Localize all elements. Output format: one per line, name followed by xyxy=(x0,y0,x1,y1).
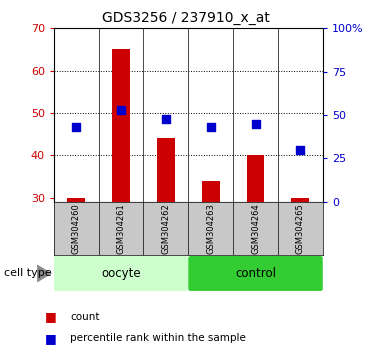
Bar xyxy=(247,155,265,202)
Text: GSM304260: GSM304260 xyxy=(72,203,81,254)
Polygon shape xyxy=(37,264,52,282)
Point xyxy=(118,107,124,113)
Text: control: control xyxy=(235,267,276,280)
Text: GSM304263: GSM304263 xyxy=(206,203,215,254)
Text: GSM304262: GSM304262 xyxy=(161,203,170,254)
Bar xyxy=(291,198,309,202)
Bar xyxy=(157,138,175,202)
Point xyxy=(253,121,259,127)
Point xyxy=(163,116,169,121)
Bar xyxy=(67,198,85,202)
Text: cell type: cell type xyxy=(4,268,51,279)
FancyBboxPatch shape xyxy=(188,256,323,291)
Point xyxy=(73,124,79,130)
Text: GSM304265: GSM304265 xyxy=(296,203,305,254)
Text: ■: ■ xyxy=(45,310,56,323)
Text: count: count xyxy=(70,312,100,322)
Point xyxy=(208,124,214,130)
Text: GSM304264: GSM304264 xyxy=(251,203,260,254)
Bar xyxy=(202,181,220,202)
Bar xyxy=(112,50,130,202)
Text: GSM304261: GSM304261 xyxy=(116,203,125,254)
Point xyxy=(298,147,303,153)
Text: oocyte: oocyte xyxy=(101,267,141,280)
Text: ■: ■ xyxy=(45,332,56,344)
FancyBboxPatch shape xyxy=(54,256,188,291)
Text: percentile rank within the sample: percentile rank within the sample xyxy=(70,333,246,343)
Text: GDS3256 / 237910_x_at: GDS3256 / 237910_x_at xyxy=(102,11,269,25)
